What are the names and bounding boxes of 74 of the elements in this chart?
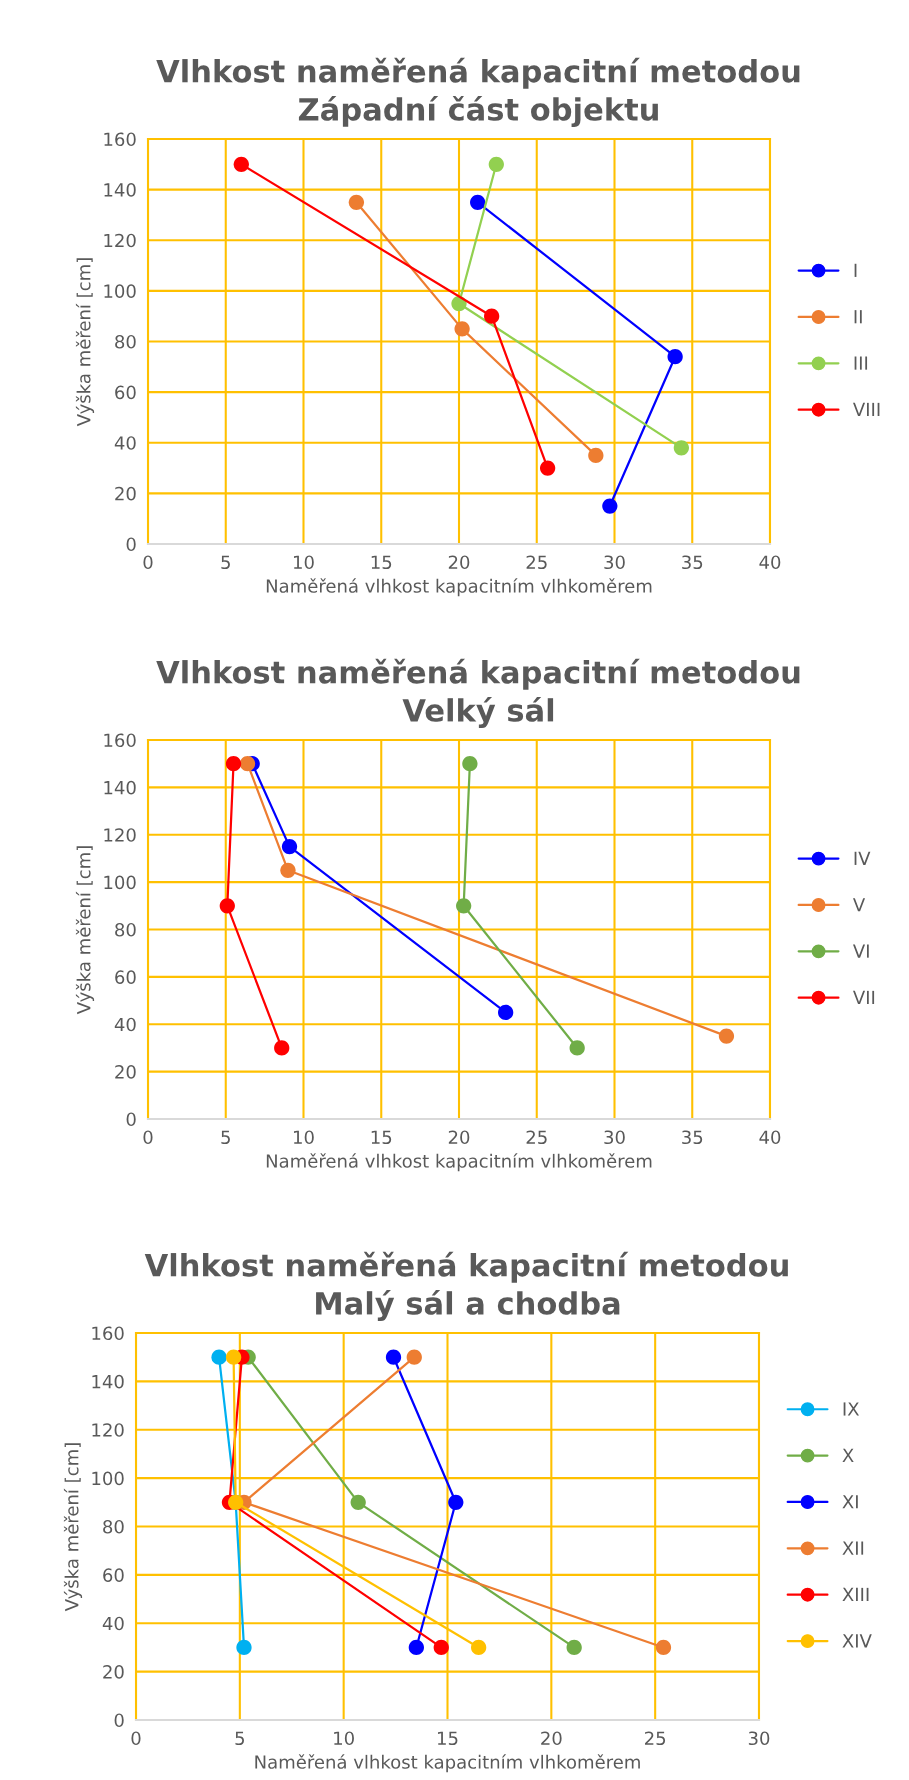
chart-title: Vlhkost naměřená kapacitní metodou Malý sál a chodba bbox=[144, 1251, 788, 1321]
legend-label: II bbox=[854, 310, 862, 324]
legend-label: IV bbox=[854, 851, 871, 865]
y-tick-label: 60 bbox=[115, 970, 136, 984]
legend-label: VI bbox=[853, 944, 869, 958]
x-tick-label: 10 bbox=[294, 1130, 314, 1145]
y-tick-label: 20 bbox=[115, 486, 136, 501]
x-tick-label: 40 bbox=[759, 555, 781, 570]
x-tick-label: 15 bbox=[371, 1130, 392, 1145]
x-tick-label: 30 bbox=[604, 1130, 625, 1145]
y-tick-label: 40 bbox=[114, 436, 136, 450]
x-tick-label: 5 bbox=[221, 1130, 230, 1145]
x-tick-label: 30 bbox=[748, 1731, 770, 1746]
y-tick-label: 160 bbox=[104, 733, 136, 748]
y-tick-label: 140 bbox=[104, 780, 136, 795]
x-axis-title: Naměřená vlhkost kapacitním vlhkoměrem bbox=[255, 1754, 640, 1773]
legend-label: XII bbox=[842, 1541, 864, 1555]
y-tick-label: 100 bbox=[104, 284, 136, 298]
y-axis-title: Výška měření [cm] bbox=[75, 846, 95, 1015]
legend-label: I bbox=[854, 263, 857, 277]
y-tick-label: 120 bbox=[104, 828, 136, 842]
legend-label: XIV bbox=[842, 1634, 872, 1648]
x-tick-label: 0 bbox=[143, 1130, 153, 1145]
x-tick-label: 5 bbox=[235, 1731, 244, 1746]
x-tick-label: 20 bbox=[448, 555, 470, 570]
y-tick-label: 80 bbox=[103, 1519, 124, 1534]
chart-title: Vlhkost naměřená kapacitní metodou Západní část objektu bbox=[156, 57, 800, 127]
legend-label: XIII bbox=[842, 1587, 869, 1602]
x-tick-label: 20 bbox=[448, 1130, 470, 1145]
x-tick-label: 10 bbox=[294, 555, 314, 570]
y-tick-label: 120 bbox=[104, 233, 136, 248]
legend-label: VIII bbox=[853, 402, 880, 417]
x-tick-label: 5 bbox=[221, 555, 230, 570]
y-tick-label: 120 bbox=[92, 1423, 124, 1437]
y-tick-label: 0 bbox=[126, 1112, 136, 1127]
y-tick-label: 0 bbox=[114, 1713, 124, 1728]
legend-label: XI bbox=[842, 1495, 858, 1509]
y-tick-label: 20 bbox=[103, 1665, 124, 1679]
y-tick-label: 100 bbox=[104, 875, 136, 890]
x-axis-title: Naměřená vlhkost kapacitním vlhkoměrem bbox=[266, 1153, 652, 1172]
y-tick-label: 60 bbox=[115, 385, 136, 400]
legend-label: X bbox=[842, 1448, 854, 1462]
x-tick-label: 10 bbox=[334, 1731, 354, 1746]
x-tick-label: 15 bbox=[438, 1731, 458, 1746]
x-tick-label: 25 bbox=[526, 1130, 547, 1145]
x-tick-label: 25 bbox=[526, 555, 547, 570]
x-tick-label: 35 bbox=[682, 555, 703, 570]
y-tick-label: 160 bbox=[104, 132, 136, 147]
x-tick-label: 20 bbox=[541, 1731, 562, 1746]
y-tick-label: 100 bbox=[92, 1471, 124, 1486]
y-tick-label: 40 bbox=[114, 1017, 136, 1032]
y-tick-label: 160 bbox=[92, 1326, 124, 1341]
legend-label: VII bbox=[853, 990, 875, 1005]
legend-label: V bbox=[853, 898, 866, 912]
y-tick-label: 40 bbox=[102, 1616, 124, 1631]
x-tick-label: 15 bbox=[371, 555, 392, 570]
x-axis-title: Naměřená vlhkost kapacitním vlhkoměrem bbox=[266, 578, 652, 597]
y-tick-label: 20 bbox=[115, 1065, 136, 1079]
y-tick-label: 80 bbox=[115, 922, 136, 937]
x-tick-label: 25 bbox=[645, 1731, 666, 1746]
legend-label: III bbox=[854, 356, 868, 370]
y-tick-label: 60 bbox=[103, 1568, 124, 1582]
y-tick-label: 140 bbox=[92, 1374, 124, 1389]
legend-label: IX bbox=[843, 1402, 860, 1416]
y-tick-label: 0 bbox=[126, 537, 136, 552]
x-tick-label: 0 bbox=[143, 555, 153, 570]
x-tick-label: 35 bbox=[682, 1130, 703, 1145]
y-tick-label: 140 bbox=[104, 183, 136, 197]
y-tick-label: 80 bbox=[115, 334, 136, 349]
chart-title: Vlhkost naměřená kapacitní metodou Velký sál bbox=[156, 658, 800, 728]
x-tick-label: 40 bbox=[759, 1130, 781, 1145]
y-axis-title: Výška měření [cm] bbox=[75, 258, 95, 427]
x-tick-label: 30 bbox=[604, 555, 625, 570]
y-axis-title: Výška měření [cm] bbox=[63, 1443, 83, 1612]
